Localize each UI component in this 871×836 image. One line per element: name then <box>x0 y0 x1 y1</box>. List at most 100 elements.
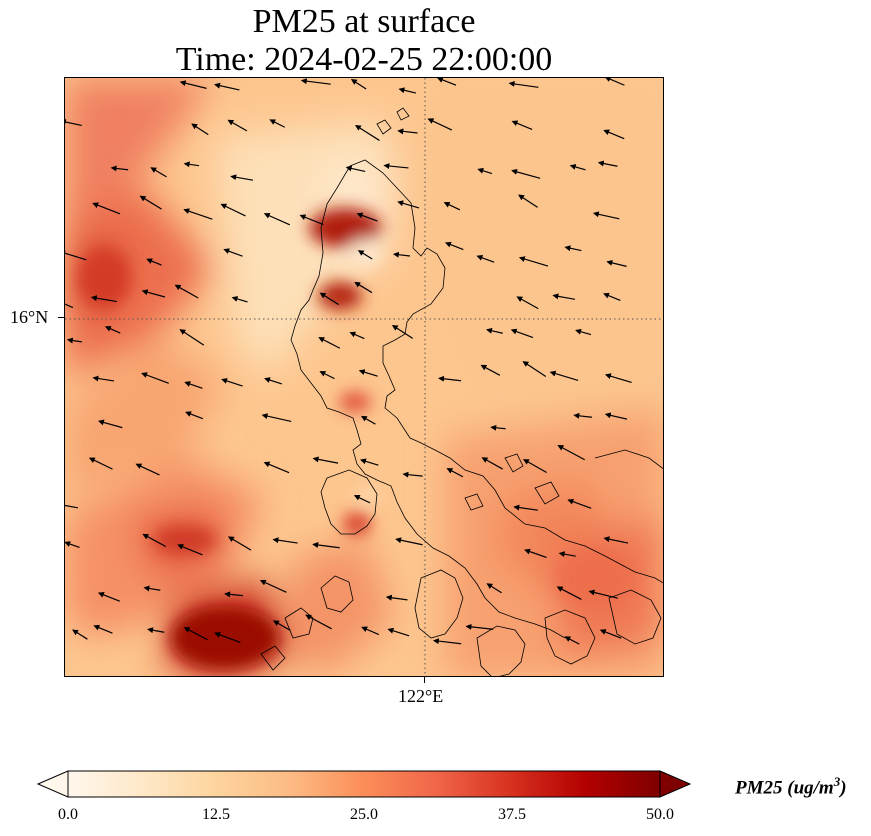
gridlines <box>65 78 663 676</box>
wind-arrow <box>272 537 298 544</box>
wind-arrow <box>427 118 453 131</box>
wind-arrow <box>599 629 622 639</box>
wind-arrow <box>179 329 205 346</box>
wind-arrow <box>564 636 580 645</box>
wind-arrow <box>97 419 123 429</box>
coastlines <box>260 107 663 676</box>
wind-arrow <box>214 82 240 91</box>
pm25-hotspots <box>79 208 635 670</box>
wind-arrow <box>438 375 462 382</box>
wind-arrow <box>272 620 291 631</box>
lon-tick-label: 122°E <box>398 686 444 706</box>
wind-arrow <box>358 369 378 377</box>
wind-arrow <box>65 303 74 309</box>
lat-tickmark <box>58 317 64 318</box>
lat-tick-label: 16°N <box>10 307 49 327</box>
wind-arrow <box>556 586 582 600</box>
wind-arrow <box>110 165 129 172</box>
wind-arrow <box>603 536 629 544</box>
wind-arrow <box>391 324 413 339</box>
wind-arrow <box>183 161 200 168</box>
wind-arrow <box>214 632 241 643</box>
wind-arrow <box>518 256 549 267</box>
wind-arrow <box>179 80 207 89</box>
wind-arrow <box>230 174 254 181</box>
wind-arrow <box>356 212 378 222</box>
wind-arrow <box>221 378 243 387</box>
wind-arrow <box>353 495 371 504</box>
lon-tickmark <box>424 677 425 683</box>
pm25-smooth-layer <box>65 78 663 676</box>
wind-arrow <box>480 364 501 376</box>
wind-arrow <box>524 548 547 559</box>
wind-arrow <box>446 468 464 478</box>
wind-arrow <box>569 164 586 171</box>
wind-arrow <box>398 87 417 94</box>
wind-arrow <box>90 295 118 303</box>
wind-arrow <box>436 78 457 86</box>
wind-arrow <box>395 537 423 546</box>
wind-arrow <box>227 119 248 132</box>
wind-arrow <box>92 375 115 382</box>
wind-arrow <box>88 457 113 470</box>
wind-arrow <box>443 202 461 211</box>
wind-arrow <box>65 250 87 261</box>
wind-arrow <box>476 254 495 263</box>
wind-arrow <box>299 214 324 226</box>
wind-arrow <box>93 624 113 634</box>
wind-arrow <box>508 80 539 88</box>
wind-arrow <box>319 371 335 380</box>
wind-arrow <box>557 445 585 461</box>
wind-arrow <box>552 293 576 300</box>
wind-arrow <box>510 328 534 339</box>
wind-arrow <box>269 119 286 128</box>
wind-arrow <box>141 289 166 298</box>
wind-arrow <box>223 248 243 257</box>
wind-arrow <box>397 200 420 209</box>
wind-arrow <box>92 202 121 215</box>
wind-arrow <box>397 128 418 135</box>
wind-arrow <box>350 79 367 90</box>
colorbar-tick: 25.0 <box>350 806 378 823</box>
wind-arrow <box>263 212 291 226</box>
wind-arrow <box>349 331 365 340</box>
wind-arrow <box>354 124 380 141</box>
wind-arrow <box>549 370 579 382</box>
wind-arrow <box>477 167 493 175</box>
wind-arrow <box>444 241 464 251</box>
wind-arrow <box>146 258 162 266</box>
wind-arrow <box>139 195 162 210</box>
wind-arrow <box>359 458 379 466</box>
wind-arrow <box>177 544 203 556</box>
wind-arrow <box>312 541 340 549</box>
map-title: PM25 at surface <box>252 3 476 40</box>
wind-arrow <box>597 160 618 167</box>
wind-arrow <box>588 589 618 599</box>
pm25-field-map <box>65 78 663 676</box>
wind-arrow <box>567 498 592 509</box>
colorbar-label: PM25 (ug/m3) <box>735 774 847 799</box>
wind-arrow <box>183 627 208 641</box>
wind-arrow <box>261 413 292 423</box>
wind-arrow <box>65 119 82 127</box>
wind-arrow <box>142 533 167 548</box>
wind-arrow <box>604 412 628 420</box>
wind-arrow <box>573 412 593 419</box>
wind-arrow <box>318 337 341 349</box>
wind-arrow <box>387 627 410 637</box>
wind-arrow <box>150 167 167 178</box>
wind-arrow <box>432 638 462 645</box>
wind-arrow <box>357 250 373 260</box>
wind-arrow <box>72 629 88 640</box>
map-time-subtitle: Time: 2024-02-25 22:00:00 <box>175 41 553 78</box>
wind-arrow <box>603 292 621 301</box>
wind-arrow <box>231 296 248 303</box>
wind-arrow <box>174 284 199 299</box>
wind-arrow <box>385 594 408 601</box>
wind-arrow <box>184 381 203 389</box>
wind-arrow <box>522 459 547 474</box>
wind-arrow <box>300 78 331 85</box>
wind-arrow <box>354 281 373 294</box>
wind-arrow <box>606 259 627 267</box>
wind-arrow <box>604 373 632 384</box>
